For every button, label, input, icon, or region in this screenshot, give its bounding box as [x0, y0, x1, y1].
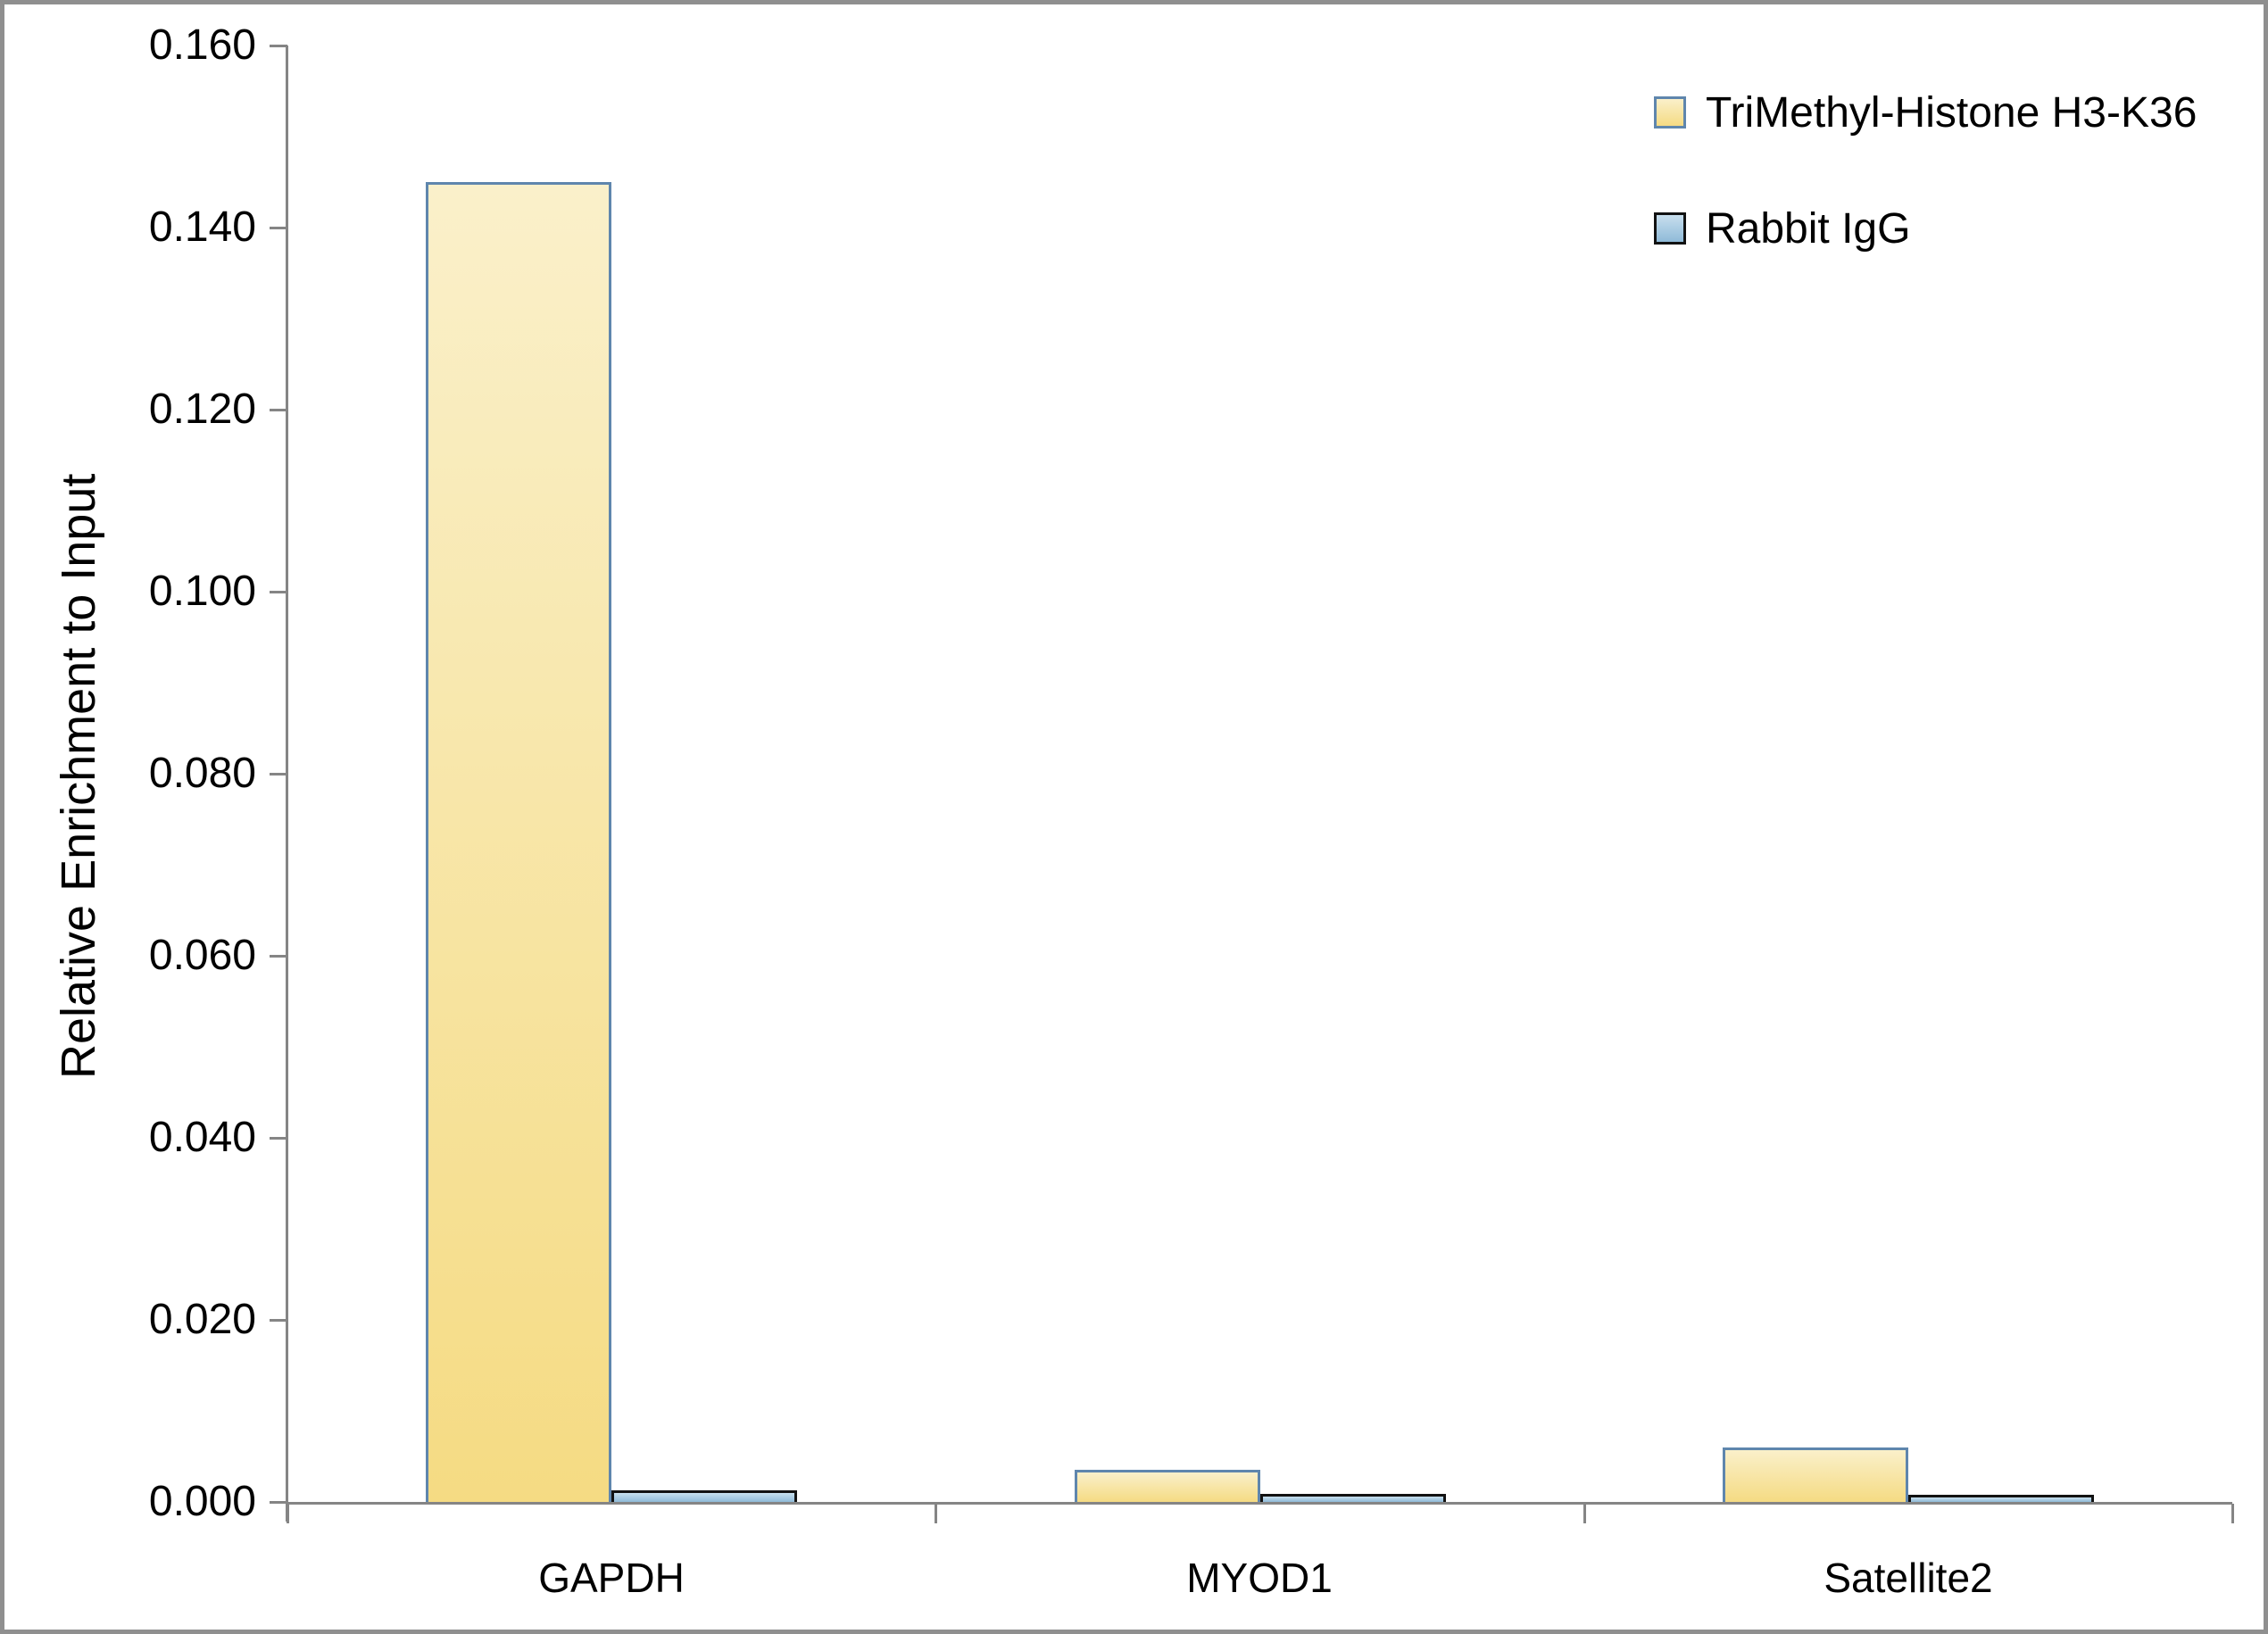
- y-tick-label: 0.100: [148, 568, 256, 615]
- category-label-satellite2: Satellite2: [1824, 1555, 1993, 1601]
- y-tick-mark: [270, 1501, 287, 1504]
- bar-satellite2-h3k36: [1723, 1447, 1908, 1502]
- bar-gapdh-igg: [611, 1490, 797, 1502]
- category-label-gapdh: GAPDH: [538, 1555, 685, 1601]
- x-axis-boundary-tick: [935, 1504, 937, 1523]
- y-tick-label: 0.160: [148, 21, 256, 69]
- legend-label-igg: Rabbit IgG: [1706, 204, 1911, 253]
- y-tick-mark: [270, 227, 287, 229]
- y-tick-label: 0.020: [148, 1296, 256, 1343]
- y-tick-label: 0.060: [148, 932, 256, 979]
- y-tick-label: 0.080: [148, 750, 256, 797]
- y-tick-mark: [270, 1137, 287, 1140]
- y-tick-mark: [270, 773, 287, 776]
- legend-item-igg: Rabbit IgG: [1654, 204, 1911, 253]
- legend-swatch-igg: [1654, 212, 1686, 245]
- y-tick-label: 0.120: [148, 386, 256, 433]
- legend-label-h3k36: TriMethyl-Histone H3-K36: [1706, 88, 2197, 137]
- legend-swatch-h3k36: [1654, 96, 1686, 129]
- y-tick-mark: [270, 955, 287, 958]
- x-axis-line: [286, 1502, 2232, 1505]
- legend-item-h3k36: TriMethyl-Histone H3-K36: [1654, 88, 2197, 137]
- x-axis-boundary-tick: [1583, 1504, 1586, 1523]
- y-tick-mark: [270, 45, 287, 47]
- y-axis-line: [286, 46, 288, 1522]
- bar-gapdh-h3k36: [426, 182, 611, 1502]
- bar-myod1-igg: [1260, 1494, 1446, 1502]
- x-axis-boundary-tick: [2231, 1504, 2234, 1523]
- bar-satellite2-igg: [1908, 1495, 2094, 1502]
- category-label-myod1: MYOD1: [1186, 1555, 1333, 1601]
- y-tick-mark: [270, 409, 287, 411]
- y-tick-label: 0.040: [148, 1114, 256, 1161]
- bar-myod1-h3k36: [1075, 1470, 1260, 1502]
- y-tick-mark: [270, 591, 287, 593]
- y-tick-label: 0.140: [148, 203, 256, 251]
- y-tick-mark: [270, 1319, 287, 1322]
- y-tick-label: 0.000: [148, 1478, 256, 1525]
